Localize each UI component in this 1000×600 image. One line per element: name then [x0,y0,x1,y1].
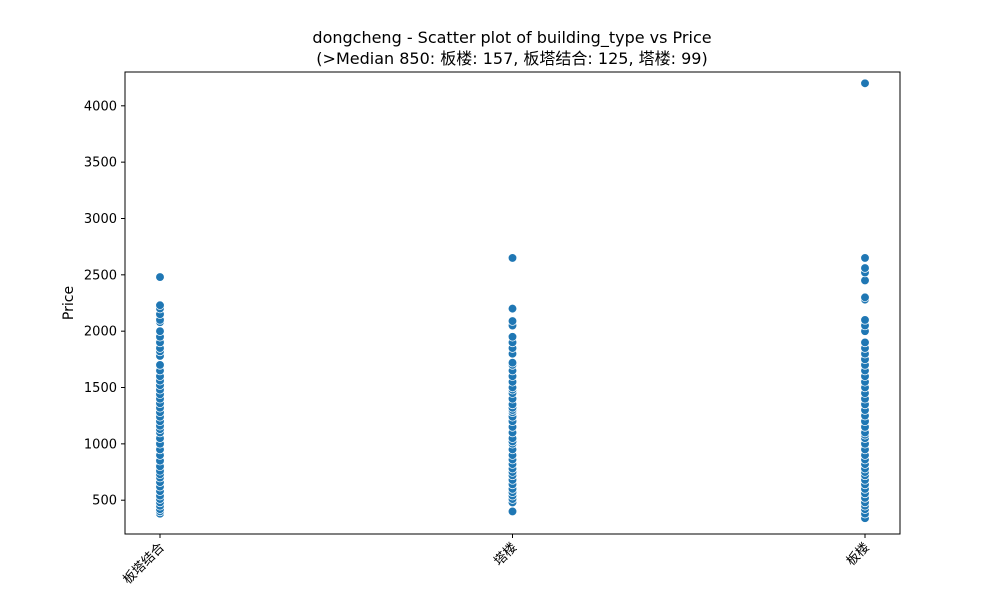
scatter-point [155,360,165,370]
y-tick-label: 500 [92,494,117,509]
chart-subtitle: (>Median 850: 板楼: 157, 板塔结合: 125, 塔楼: 99… [316,49,707,68]
x-tick-label: 板楼 [844,540,873,569]
scatter-point [507,332,518,342]
y-tick-label: 1000 [84,437,117,452]
y-tick-label: 2000 [84,325,117,340]
scatter-point [507,358,518,368]
x-axis: 板塔结合 塔楼 板楼 [120,534,873,588]
y-tick-label: 4000 [84,99,117,114]
y-axis: 500 1000 1500 2000 2500 3000 3500 4000 [84,99,125,509]
scatter-point [860,275,870,286]
y-axis-label: Price [61,286,77,320]
chart-title: dongcheng - Scatter plot of building_typ… [312,28,711,48]
y-tick-label: 2500 [84,268,117,283]
y-tick-label: 3500 [84,156,117,171]
x-tick-label: 板塔结合 [120,540,167,587]
scatter-point [155,326,165,336]
scatter-point [507,253,518,263]
scatter-point [860,292,870,303]
x-tick-label: 塔楼 [491,540,520,569]
plot-frame [124,71,901,535]
scatter-point [860,315,870,325]
y-tick-label: 1500 [84,381,117,396]
scatter-point [860,78,870,88]
scatter-point [507,303,518,314]
data-points [155,78,870,523]
scatter-point [155,272,165,282]
scatter-point [507,506,518,517]
scatter-point [860,263,870,273]
scatter-point [860,337,870,348]
scatter-point [860,253,870,263]
y-tick-label: 3000 [84,212,117,227]
scatter-point [507,316,518,326]
scatter-point [155,300,165,310]
